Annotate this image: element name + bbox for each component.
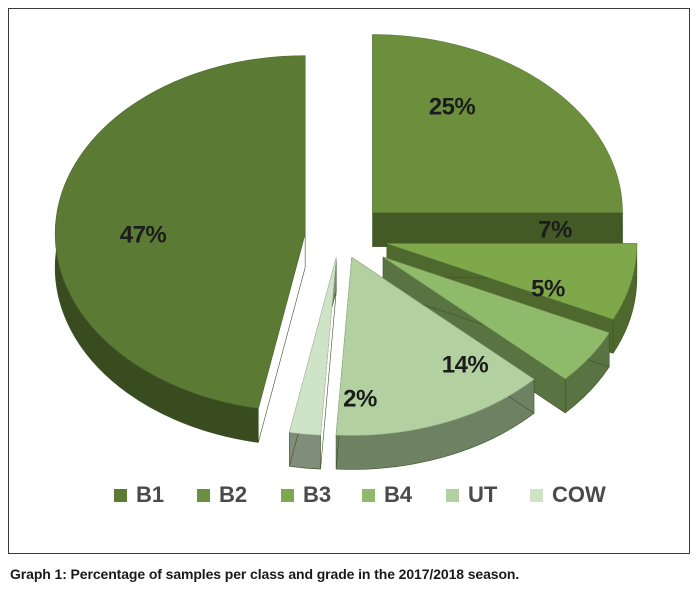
data-label-b1: 47% (120, 221, 167, 248)
slice-ut (335, 256, 535, 436)
slice-cow (289, 257, 337, 436)
legend-swatch-ut (446, 489, 459, 502)
legend-label-b4: B4 (384, 482, 413, 507)
legend-label-b2: B2 (219, 482, 247, 507)
legend-label-b3: B3 (303, 482, 331, 507)
data-label-b3: 7% (538, 216, 572, 243)
slice-b4 (382, 256, 610, 380)
legend-swatch-b1 (114, 489, 127, 502)
legend-swatch-cow (530, 489, 543, 502)
slice-b2 (372, 34, 623, 213)
pie-chart: 47% 25% 7% 5% 14% 2% B1 B2 B3 B4 UT COW (54, 34, 638, 507)
legend-label-b1: B1 (136, 482, 164, 507)
legend-swatch-b3 (281, 489, 294, 502)
data-label-b4: 5% (531, 275, 565, 302)
legend-swatch-b4 (362, 489, 375, 502)
chart-caption: Graph 1: Percentage of samples per class… (10, 566, 520, 582)
slice-b3 (386, 243, 638, 320)
legend-swatch-b2 (197, 489, 210, 502)
data-label-cow: 2% (343, 385, 377, 412)
legend-label-ut: UT (468, 482, 498, 507)
slice-b1 (54, 55, 306, 409)
data-label-ut: 14% (442, 351, 489, 378)
data-label-b2: 25% (429, 93, 476, 120)
legend-label-cow: COW (552, 482, 606, 507)
